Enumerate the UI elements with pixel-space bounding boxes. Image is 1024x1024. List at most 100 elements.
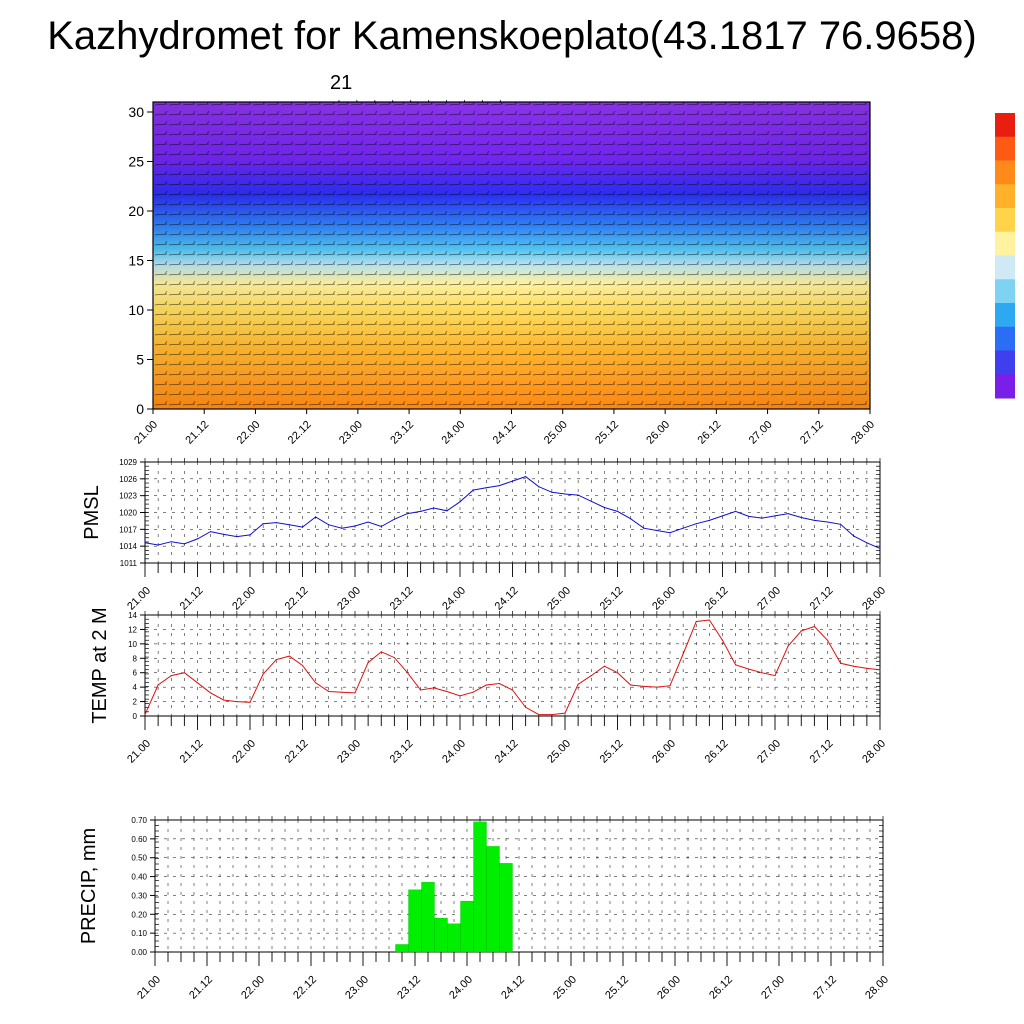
data-point (236, 700, 238, 703)
x-tick-label: 22.00 (230, 738, 258, 766)
data-point (879, 669, 881, 671)
data-point (603, 506, 605, 509)
data-point (525, 475, 527, 478)
data-point (603, 665, 605, 667)
data-point (249, 534, 251, 536)
data-point (420, 510, 422, 512)
x-tick-label: 24.12 (499, 974, 527, 1002)
x-tick-label: 21.00 (135, 974, 163, 1002)
data-point (367, 662, 369, 664)
y-tick-label: 25 (128, 154, 144, 170)
data-point (656, 686, 658, 688)
data-point (144, 713, 146, 716)
x-tick-label: 23.12 (395, 974, 423, 1002)
x-tick-label: 26.12 (703, 738, 731, 766)
data-point (866, 542, 868, 544)
data-point (511, 480, 514, 482)
data-point (446, 510, 448, 512)
data-point (787, 645, 789, 647)
x-tick-label: 27.12 (811, 974, 839, 1002)
data-point (735, 664, 737, 666)
data-point (840, 523, 842, 525)
y-axis-label: PMSL (81, 485, 103, 539)
data-point (472, 691, 474, 693)
data-point (538, 486, 540, 488)
colorbar-swatch (995, 113, 1015, 138)
data-point (393, 656, 395, 659)
data-point (223, 533, 225, 535)
data-point (564, 712, 566, 714)
y-tick-label: 0.60 (131, 835, 147, 844)
data-point (538, 713, 540, 716)
y-tick-label: 0.40 (131, 873, 147, 882)
x-tick-label: 25.12 (593, 419, 621, 447)
data-point (196, 538, 199, 540)
data-point (380, 525, 382, 528)
data-point (866, 667, 868, 669)
data-point (774, 515, 776, 517)
data-point (695, 523, 697, 525)
data-point (341, 691, 343, 693)
x-tick-label: 22.00 (239, 974, 267, 1002)
colorbar-swatch (995, 326, 1015, 351)
x-tick-label: 23.00 (337, 419, 365, 447)
x-tick-label: 24.12 (491, 419, 519, 447)
y-tick-label: 0.10 (131, 929, 147, 938)
x-tick-label: 24.00 (447, 974, 475, 1002)
colorbar-swatch (995, 136, 1015, 161)
data-point (354, 525, 356, 527)
data-point (367, 521, 369, 523)
data-point (761, 672, 763, 674)
data-point (223, 699, 225, 701)
data-point (721, 515, 724, 517)
x-tick-label: 26.00 (644, 419, 672, 447)
x-tick-label: 22.12 (286, 419, 314, 447)
x-tick-label: 26.00 (650, 585, 678, 613)
data-point (577, 494, 579, 496)
data-point (315, 682, 317, 684)
data-point (669, 685, 671, 687)
x-tick-label: 26.12 (696, 419, 724, 447)
y-tick-label: 30 (128, 104, 144, 120)
data-point (406, 672, 409, 674)
data-point (748, 515, 750, 518)
heatmap-panel: 0 5 10 15 20 25 30 21.00 21.12 22.00 22.12 23.00 23… (128, 101, 877, 447)
data-point (826, 521, 829, 523)
precip-panel: 0.00 0.10 0.20 0.30 0.40 0.50 0.60 0.70 21.00 21.… (78, 816, 891, 1002)
data-point (485, 487, 487, 489)
x-tick-label: 21.12 (187, 974, 215, 1002)
y-tick-label: 6 (133, 669, 138, 678)
y-tick-label: 0.70 (131, 816, 147, 825)
data-point (735, 510, 737, 512)
colorbar-swatch (995, 350, 1015, 375)
data-point (721, 639, 724, 641)
y-tick-label: 1026 (119, 475, 137, 484)
data-point (262, 523, 264, 525)
y-tick-label: 15 (128, 253, 144, 269)
data-point (498, 682, 500, 685)
x-tick-label: 21.00 (125, 585, 153, 613)
data-point (170, 675, 172, 677)
x-tick-label: 23.00 (335, 585, 363, 613)
data-point (170, 541, 172, 543)
data-point (288, 655, 290, 657)
data-point (669, 532, 671, 534)
data-point (630, 684, 632, 686)
y-tick-label: 1029 (119, 458, 137, 467)
x-tick-label: 27.00 (747, 419, 775, 447)
y-tick-label: 0 (133, 712, 138, 721)
y-tick-label: 1020 (119, 509, 137, 518)
chart-title: Kazhydromet for Kamenskoeplato(43.1817 7… (47, 14, 977, 58)
data-point (498, 484, 500, 487)
y-tick-label: 0 (136, 401, 144, 417)
y-tick-label: 20 (128, 203, 144, 219)
data-point (800, 630, 802, 632)
data-point (446, 690, 448, 693)
data-point (236, 536, 238, 538)
y-tick-label: 12 (128, 625, 137, 634)
x-tick-label: 25.12 (598, 738, 626, 766)
precip-bar (421, 882, 435, 953)
data-point (275, 522, 277, 524)
data-point (643, 685, 645, 688)
